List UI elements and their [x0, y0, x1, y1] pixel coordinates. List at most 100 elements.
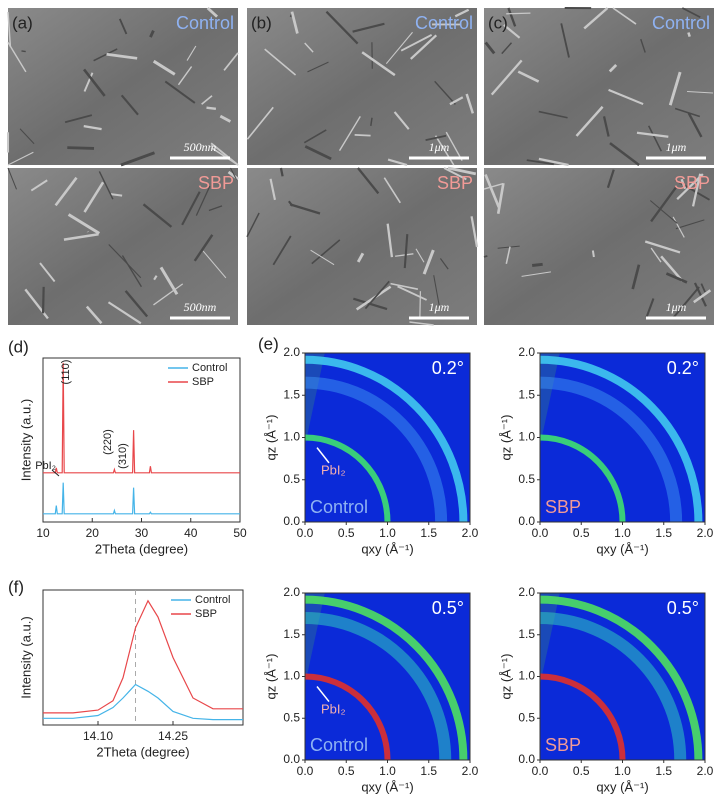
- grain-boundary: [676, 173, 704, 201]
- sample-label: Control: [176, 13, 234, 33]
- x-tick-label: 40: [184, 526, 198, 540]
- grain-boundary: [397, 285, 427, 301]
- grain-boundary: [385, 31, 413, 65]
- missing-wedge: [305, 353, 325, 446]
- peak-annotation: PbI₂: [35, 460, 56, 472]
- grain-boundary: [357, 167, 380, 195]
- grain-boundary: [505, 246, 511, 264]
- grain-boundary: [206, 106, 217, 111]
- grain-boundary: [19, 128, 35, 145]
- annotation-arrow: [51, 469, 60, 477]
- grain-boundary: [649, 200, 678, 224]
- x-tick-label: 1.0: [379, 526, 396, 540]
- x-tick-label: 2.0: [462, 764, 479, 778]
- grain-boundary: [503, 24, 521, 39]
- grain-boundary: [83, 181, 105, 213]
- x-tick-label: 0.5: [573, 764, 590, 778]
- y-axis-label: Intensity (a.u.): [18, 399, 33, 481]
- scale-label: 1μm: [429, 140, 450, 154]
- angle-label: 0.5°: [432, 598, 464, 618]
- grain-boundary: [85, 305, 103, 325]
- angle-label: 0.2°: [667, 358, 699, 378]
- grain-boundary: [660, 255, 684, 283]
- grain-boundary: [454, 8, 470, 18]
- grain-boundary: [608, 63, 618, 73]
- grain-boundary: [470, 216, 479, 248]
- panel-label: (d): [8, 337, 29, 356]
- y-axis-label: qz (Å⁻¹): [263, 415, 278, 461]
- grain-boundary: [279, 167, 284, 177]
- grain-boundary: [124, 290, 149, 318]
- y-tick-label: 0.5: [283, 472, 300, 486]
- x-tick-label: 50: [233, 526, 247, 540]
- grain-boundary: [483, 255, 488, 258]
- x-tick-label: 0.0: [532, 764, 549, 778]
- x-tick-label: 0.5: [338, 764, 355, 778]
- grain-boundary: [159, 266, 179, 296]
- sample-label: Control: [310, 497, 368, 517]
- grain-boundary: [361, 51, 396, 77]
- grain-boundary: [560, 23, 570, 58]
- legend-label: Control: [195, 594, 230, 606]
- y-tick-label: 1.5: [283, 387, 300, 401]
- angle-label: 0.5°: [667, 598, 699, 618]
- grain-boundary: [433, 275, 440, 307]
- grain-boundary: [338, 116, 361, 151]
- y-axis-label: qz (Å⁻¹): [498, 654, 513, 700]
- x-tick-label: 1.5: [420, 526, 437, 540]
- grain-boundary: [195, 185, 211, 216]
- grain-boundary: [311, 239, 341, 265]
- grain-boundary: [364, 280, 390, 310]
- diffraction-ring: [305, 355, 468, 522]
- grain-boundary: [400, 34, 433, 52]
- grain-boundary: [110, 193, 123, 197]
- x-tick-label: 0.5: [338, 526, 355, 540]
- grain-boundary: [230, 167, 238, 181]
- grain-boundary: [67, 146, 95, 150]
- grain-boundary: [177, 66, 193, 86]
- grain-boundary: [386, 223, 394, 258]
- y-tick-label: 0.5: [518, 710, 535, 724]
- diffraction-ring: [540, 376, 683, 522]
- x-axis-label: 2Theta (degree): [96, 744, 189, 759]
- x-tick-label: 1.0: [614, 526, 631, 540]
- y-tick-label: 2.0: [283, 585, 300, 599]
- grain-boundary: [63, 232, 99, 241]
- x-axis-label: qxy (Å⁻¹): [596, 779, 648, 794]
- grain-boundary: [310, 249, 335, 266]
- map-area: [540, 353, 705, 522]
- diffraction-ring: [540, 595, 703, 760]
- grain-boundary: [538, 157, 569, 167]
- scale-label: 500nm: [184, 300, 217, 314]
- x-tick-label: 14.25: [158, 729, 188, 743]
- y-tick-label: 1.0: [518, 430, 535, 444]
- grain-boundary: [289, 203, 321, 215]
- grain-boundary: [41, 286, 45, 314]
- grain-boundary: [54, 176, 78, 207]
- y-tick-label: 1.5: [283, 627, 300, 641]
- grain-boundary: [668, 71, 682, 106]
- y-axis-label: qz (Å⁻¹): [263, 654, 278, 700]
- peak-annotation: (110): [60, 360, 72, 385]
- x-tick-label: 1.0: [379, 764, 396, 778]
- grain-boundary: [640, 38, 646, 53]
- grain-boundary: [264, 48, 297, 76]
- grain-boundary: [700, 283, 706, 293]
- y-tick-label: 2.0: [283, 345, 300, 359]
- grain-boundary: [7, 151, 34, 166]
- grain-boundary: [507, 7, 517, 27]
- diffraction-ring: [305, 434, 391, 522]
- x-tick-label: 10: [36, 526, 50, 540]
- grain-boundary: [210, 142, 239, 166]
- grain-boundary: [64, 114, 93, 124]
- panel-label: (e): [258, 334, 279, 353]
- y-tick-label: 0.5: [518, 472, 535, 486]
- grain-boundary: [193, 234, 214, 262]
- x-tick-label: 1.5: [655, 526, 672, 540]
- y-tick-label: 2.0: [518, 345, 535, 359]
- grain-boundary: [83, 124, 102, 131]
- plot-frame: [42, 589, 244, 726]
- grain-boundary: [30, 179, 48, 192]
- grain-boundary: [246, 106, 274, 140]
